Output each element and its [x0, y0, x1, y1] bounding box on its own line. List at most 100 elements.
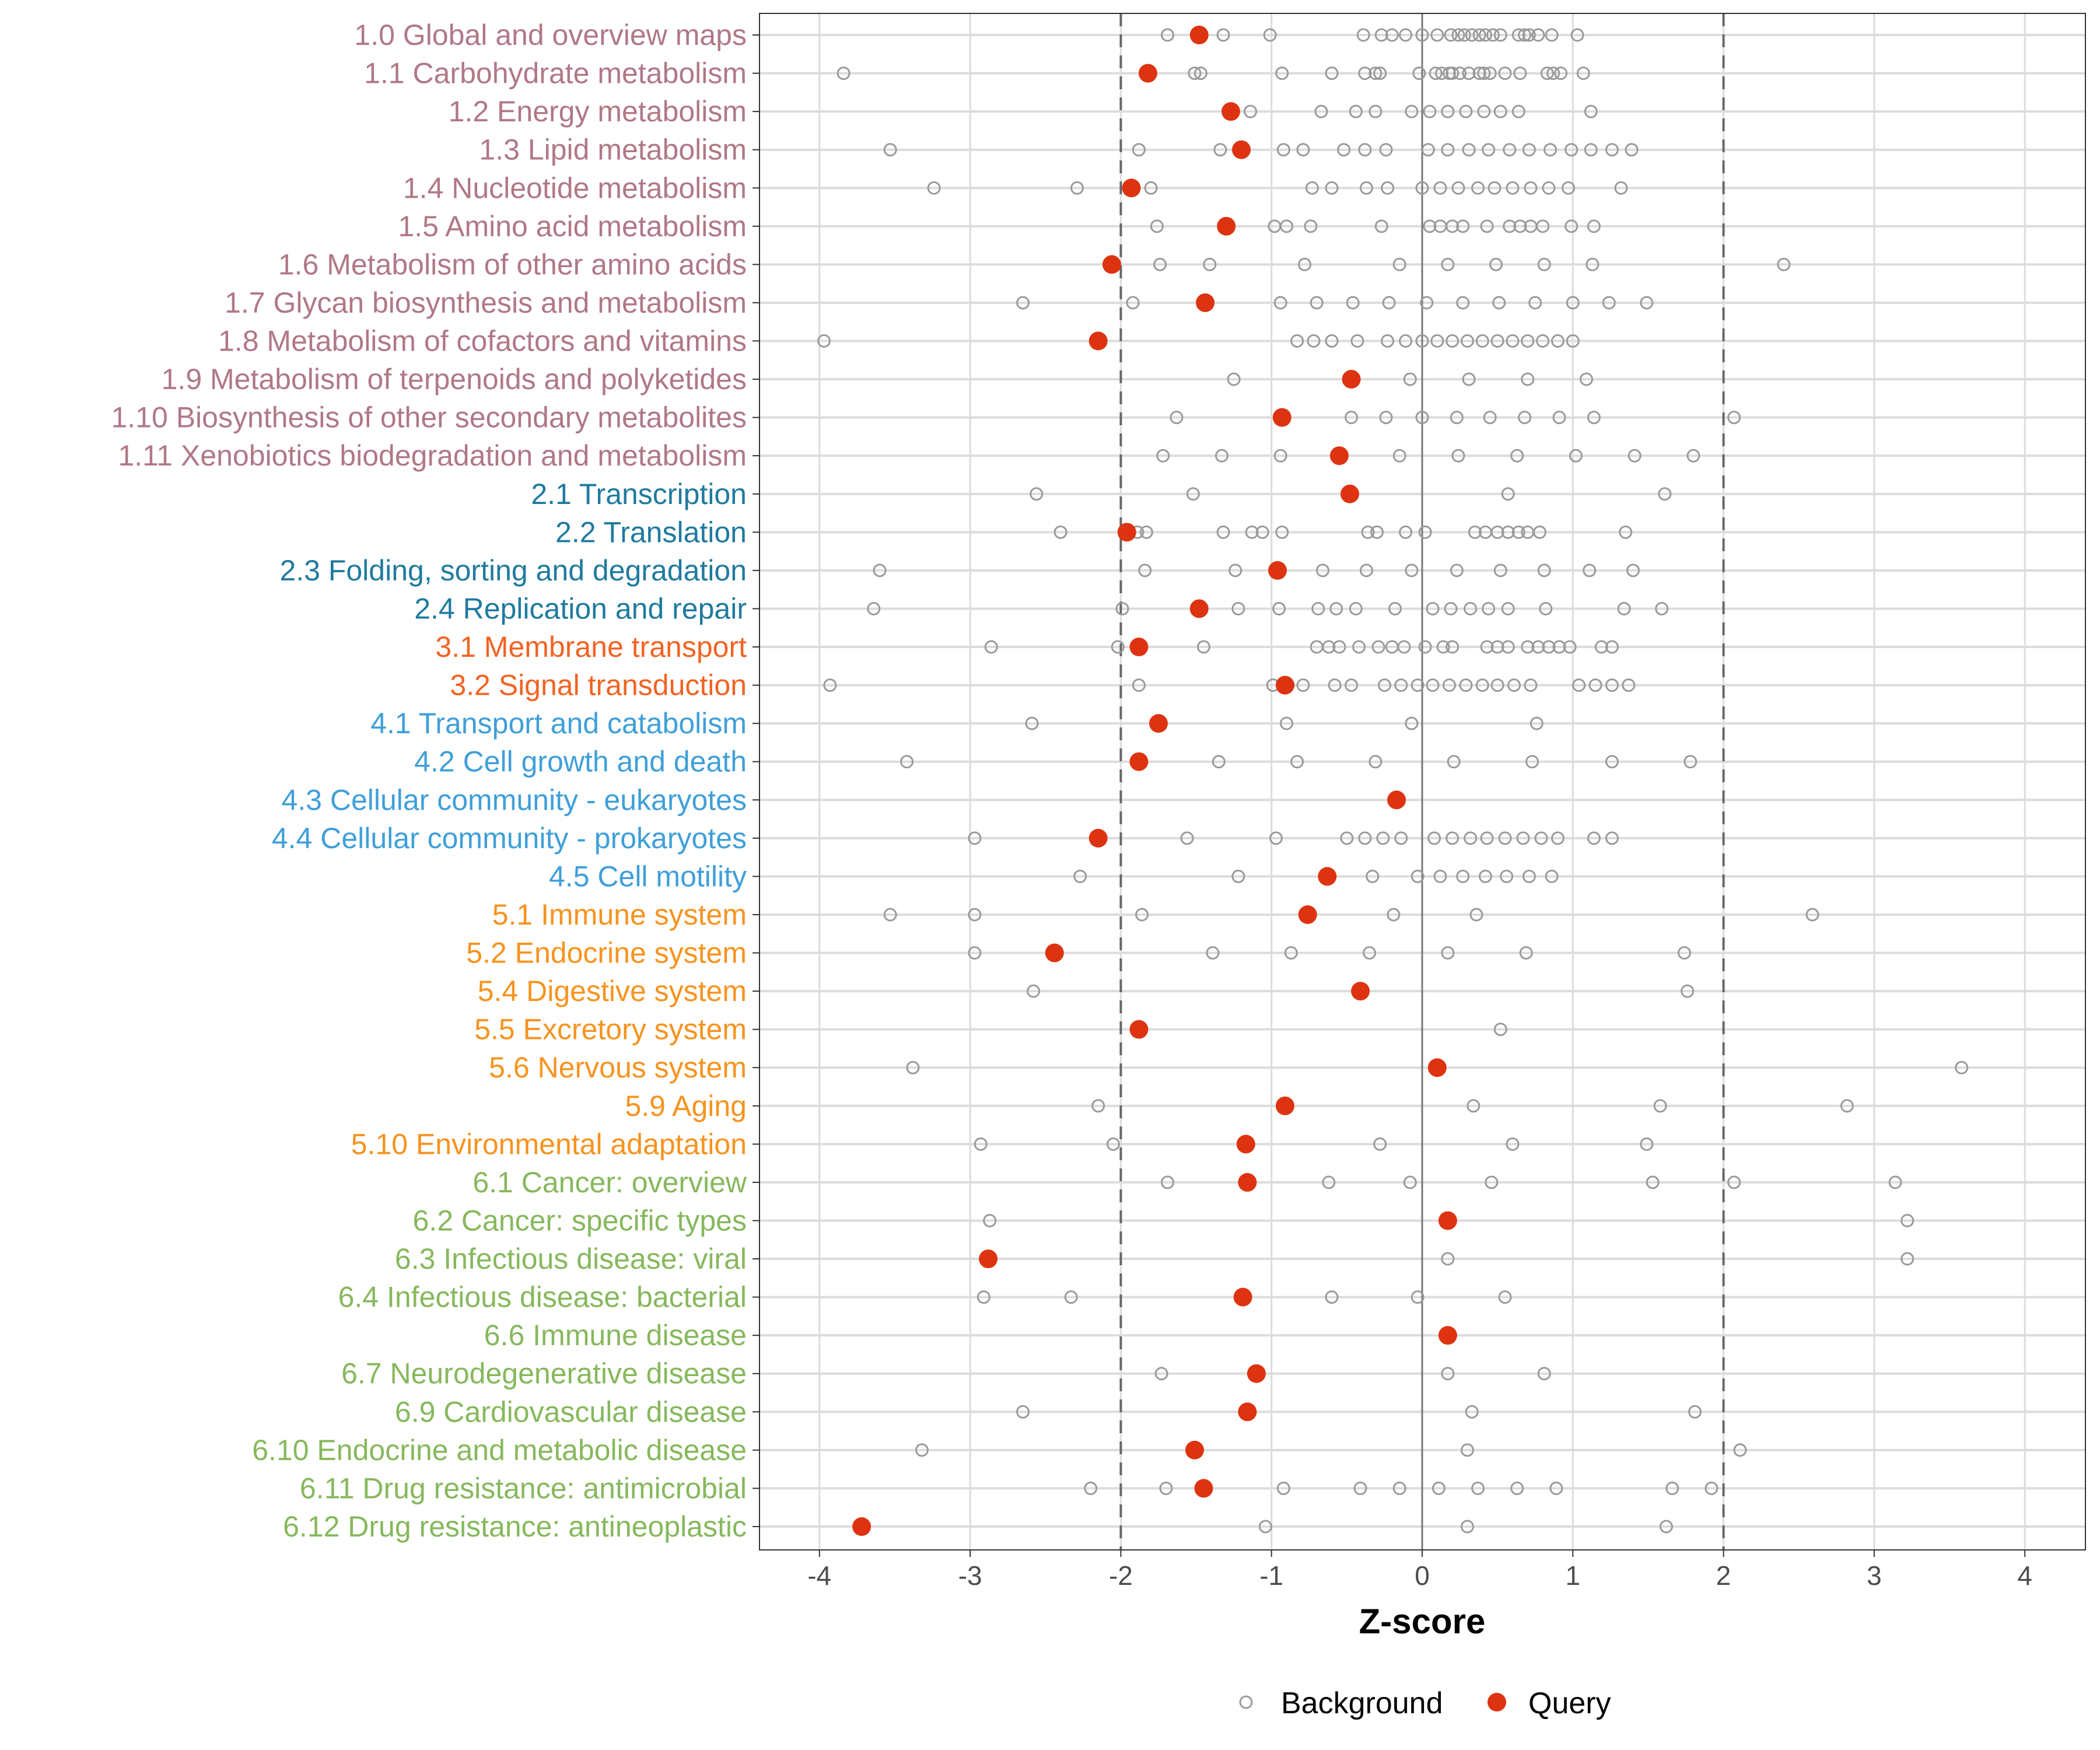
background-point	[1359, 564, 1373, 578]
background-point	[1646, 1175, 1660, 1189]
background-point	[1477, 66, 1491, 80]
background-point	[1480, 640, 1494, 654]
background-point	[1587, 219, 1601, 233]
x-tick-label: -4	[807, 1560, 831, 1591]
background-point	[1490, 678, 1504, 692]
background-point	[1373, 66, 1387, 80]
background-point	[1363, 946, 1377, 960]
background-point	[1298, 257, 1312, 271]
background-point	[1531, 28, 1545, 42]
legend-query-label: Query	[1528, 1686, 1611, 1720]
background-point	[1160, 1175, 1174, 1189]
background-point	[1602, 296, 1616, 310]
background-point	[1430, 334, 1444, 348]
background-point	[1524, 181, 1538, 195]
background-point	[1550, 831, 1564, 845]
x-axis-label: Z-score	[1359, 1602, 1486, 1641]
background-point	[1498, 66, 1512, 80]
query-point	[1438, 1326, 1457, 1345]
background-point	[1358, 831, 1372, 845]
background-point	[1576, 66, 1590, 80]
query-point	[1272, 408, 1292, 427]
query-point	[1129, 1020, 1149, 1039]
x-tick-label: 3	[1867, 1560, 1882, 1591]
background-point	[1433, 181, 1447, 195]
background-point	[1379, 411, 1393, 425]
background-point	[1462, 372, 1476, 386]
background-point	[1686, 449, 1700, 463]
category-label: 1.3 Lipid metabolism	[479, 134, 747, 166]
background-point	[1572, 678, 1586, 692]
background-point	[968, 908, 982, 922]
background-point	[1305, 181, 1319, 195]
category-label: 5.1 Immune system	[492, 898, 747, 931]
background-point	[1442, 678, 1456, 692]
background-point	[1518, 411, 1532, 425]
background-point	[1619, 525, 1633, 539]
background-point	[1566, 334, 1580, 348]
background-point	[1506, 334, 1520, 348]
background-point	[1160, 28, 1174, 42]
background-point	[1328, 678, 1342, 692]
background-point	[1273, 296, 1287, 310]
category-label: 1.9 Metabolism of terpenoids and polyket…	[162, 363, 747, 396]
background-point	[1432, 1481, 1446, 1495]
background-point	[1159, 1481, 1173, 1495]
background-point	[977, 1290, 991, 1304]
background-point	[1545, 28, 1559, 42]
background-point	[1290, 334, 1304, 348]
background-point	[1605, 678, 1619, 692]
x-tick-label: 4	[2017, 1560, 2032, 1591]
background-point	[1617, 601, 1631, 615]
query-point	[1275, 1096, 1294, 1115]
background-point	[1447, 755, 1461, 769]
background-point	[1433, 869, 1447, 883]
x-tick-label: 0	[1415, 1560, 1430, 1591]
background-point	[1030, 487, 1044, 501]
background-point	[1381, 334, 1395, 348]
background-point	[1462, 66, 1476, 80]
legend: Background Query	[1239, 1686, 1611, 1720]
background-point	[1410, 869, 1424, 883]
background-point	[1513, 219, 1527, 233]
background-point	[1594, 640, 1608, 654]
background-point	[1314, 104, 1328, 118]
query-point	[1217, 216, 1236, 236]
background-point	[1263, 28, 1277, 42]
query-point	[1318, 867, 1337, 886]
category-label: 6.10 Endocrine and metabolic disease	[252, 1434, 747, 1466]
background-point	[1549, 1481, 1563, 1495]
background-point	[1498, 831, 1512, 845]
category-label: 1.6 Metabolism of other amino acids	[278, 248, 747, 281]
background-point	[1542, 640, 1556, 654]
background-point	[1435, 66, 1449, 80]
background-point	[1441, 1367, 1455, 1381]
query-point	[1275, 676, 1294, 695]
background-point	[1296, 678, 1310, 692]
background-point	[1138, 564, 1152, 578]
background-point	[1540, 66, 1554, 80]
background-point	[900, 755, 914, 769]
background-point	[1444, 28, 1458, 42]
background-point	[1486, 28, 1500, 42]
category-label: 1.8 Metabolism of cofactors and vitamins	[218, 325, 747, 358]
background-point	[1016, 1405, 1030, 1419]
background-point	[1385, 28, 1399, 42]
background-point	[1564, 143, 1578, 157]
category-label: 1.5 Amino acid metabolism	[398, 210, 747, 243]
background-point	[1483, 66, 1497, 80]
background-point	[1231, 869, 1245, 883]
background-point	[1805, 908, 1819, 922]
background-point	[1203, 257, 1217, 271]
background-point	[1640, 296, 1654, 310]
background-point	[1269, 831, 1283, 845]
query-point	[1088, 828, 1108, 848]
query-point	[1342, 370, 1361, 389]
background-point	[1460, 334, 1474, 348]
category-label: 2.2 Translation	[555, 516, 747, 548]
background-point	[1415, 181, 1429, 195]
background-point	[1459, 678, 1473, 692]
background-point	[1374, 28, 1388, 42]
background-point	[1456, 869, 1470, 883]
